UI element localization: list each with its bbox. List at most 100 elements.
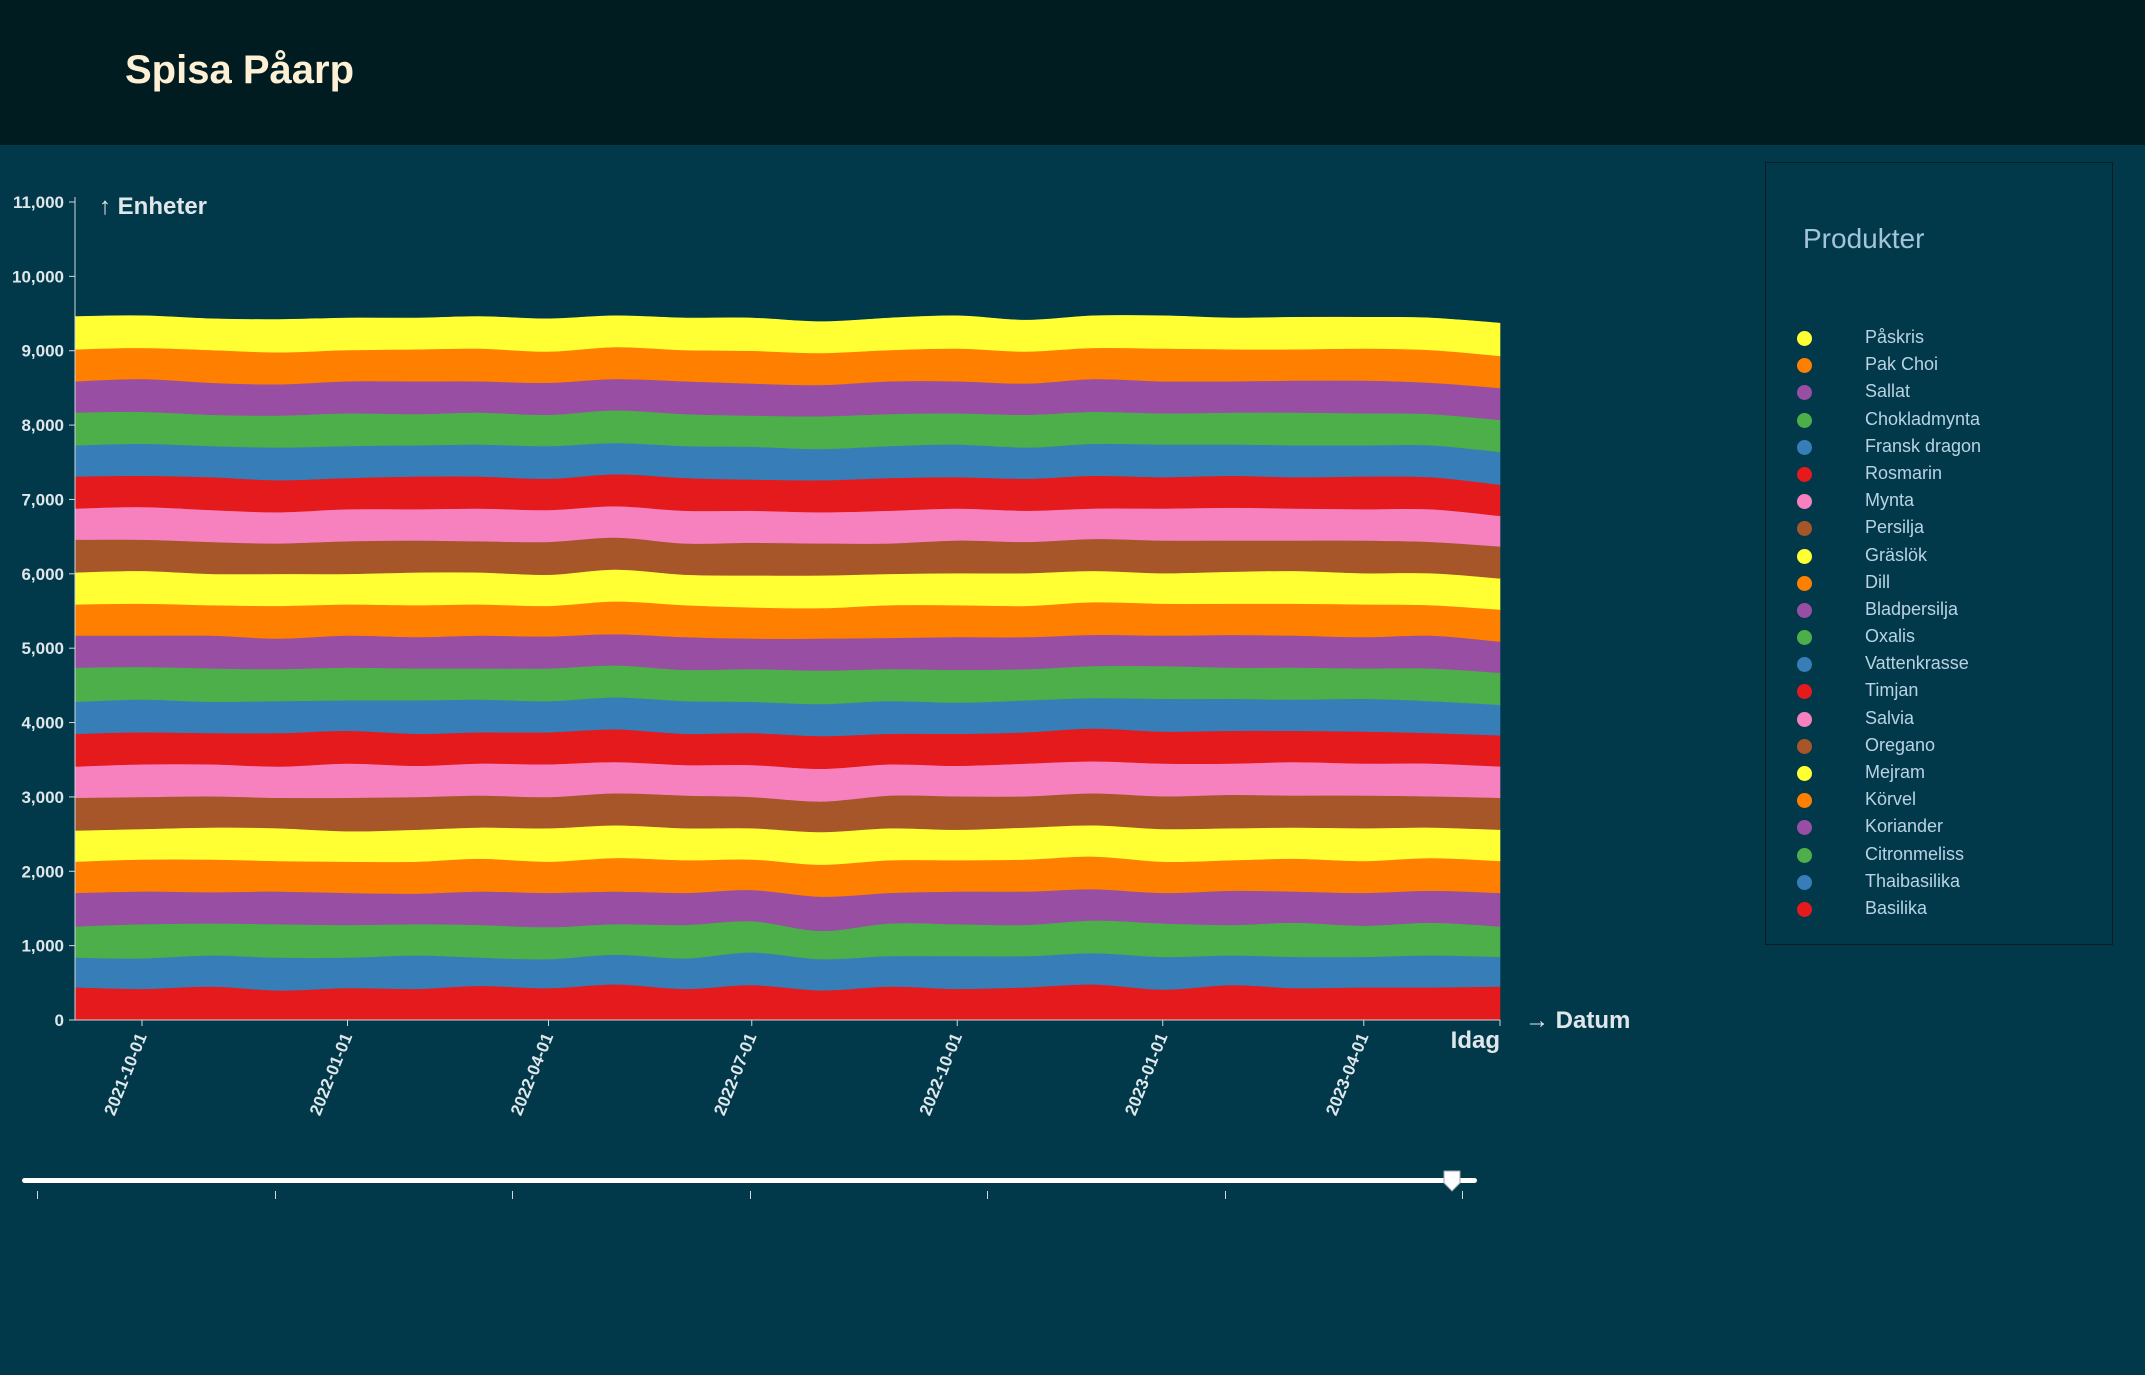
legend-item[interactable]: Persilja <box>1766 515 2112 542</box>
legend-title: Produkter <box>1803 223 1925 254</box>
legend-item[interactable]: Påskris <box>1766 325 2112 352</box>
y-tick-label: 6,000 <box>21 565 64 584</box>
app-title: Spisa Påarp <box>125 48 355 92</box>
legend-label: Rosmarin <box>1865 462 1943 483</box>
legend-color-dot <box>1797 874 1812 890</box>
legend-item[interactable]: Körvel <box>1766 787 2112 814</box>
legend-color-dot <box>1797 358 1812 374</box>
legend-item[interactable]: Oxalis <box>1766 624 2112 651</box>
x-axis-title: → Datum <box>1525 1007 1630 1034</box>
y-tick-label: 10,000 <box>12 267 64 286</box>
legend-item[interactable]: Rosmarin <box>1766 461 2112 488</box>
legend-label: Sallat <box>1865 381 1911 402</box>
legend-color-dot <box>1797 684 1812 700</box>
legend-label: Mejram <box>1865 762 1926 782</box>
legend-item[interactable]: Thaibasilika <box>1766 869 2112 896</box>
legend-color-dot <box>1797 820 1812 836</box>
legend-item[interactable]: Chokladmynta <box>1766 407 2112 434</box>
slider-thumb[interactable] <box>1442 1170 1462 1192</box>
y-tick-label: 7,000 <box>21 490 64 509</box>
slider-tick <box>749 1191 751 1199</box>
y-tick-label: 8,000 <box>21 416 64 435</box>
legend-color-dot <box>1797 657 1812 673</box>
slider-tick <box>274 1191 276 1199</box>
date-range-slider[interactable] <box>22 1170 1478 1210</box>
legend-item[interactable]: Koriander <box>1766 814 2112 841</box>
areas-layer <box>74 315 1501 1021</box>
slider-tick <box>1462 1191 1463 1199</box>
legend-label: Körvel <box>1865 789 1917 810</box>
legend-item[interactable]: Citronmeliss <box>1766 842 2112 869</box>
legend-label: Dill <box>1865 571 1890 592</box>
legend-label: Salvia <box>1865 707 1915 728</box>
legend-item[interactable]: Mynta <box>1766 488 2112 515</box>
legend-item[interactable]: Fransk dragon <box>1766 434 2112 461</box>
legend-color-dot <box>1797 412 1812 428</box>
x-tick-label: 2022-04-01 <box>507 1030 557 1118</box>
legend-label: Vattenkrasse <box>1865 653 1969 674</box>
y-tick-label: 2,000 <box>21 862 64 881</box>
x-tick-label: 2022-10-01 <box>916 1030 966 1118</box>
legend-color-dot <box>1797 602 1812 618</box>
legend-label: Thaibasilika <box>1865 870 1961 891</box>
x-tick-label: 2023-04-01 <box>1322 1030 1372 1118</box>
legend-color-dot <box>1797 847 1812 863</box>
chart-area: 0 1,000 2,000 3,000 4,000 5,000 6,000 7,000 8,00… <box>0 145 1700 1255</box>
x-tick-label: 2022-07-01 <box>710 1030 760 1118</box>
y-tick-label: 9,000 <box>21 342 64 361</box>
legend-label: Chokladmynta <box>1865 408 1981 429</box>
legend-item[interactable]: Gräslök <box>1766 543 2112 570</box>
app-header: Spisa Påarp <box>0 0 2145 145</box>
slider-tick <box>37 1191 38 1199</box>
legend-item[interactable]: Oregano <box>1766 733 2112 760</box>
legend-item[interactable]: Mejram <box>1766 760 2112 787</box>
legend-label: Koriander <box>1865 816 1944 837</box>
legend-item[interactable]: Dill <box>1766 570 2112 597</box>
legend-color-dot <box>1797 331 1812 346</box>
stacked-area-chart: 0 1,000 2,000 3,000 4,000 5,000 6,000 7,000 8,00… <box>12 193 1630 1118</box>
legend-item[interactable]: Salvia <box>1766 706 2112 733</box>
legend-color-dot <box>1797 901 1812 917</box>
legend-list: Påskris Pak Choi Sallat Chokladmynta Fransk … <box>1766 325 2112 923</box>
legend-color-dot <box>1797 711 1812 727</box>
legend-label: Citronmeliss <box>1865 843 1965 864</box>
legend-label: Gräslök <box>1865 544 1928 565</box>
slider-tick <box>512 1191 513 1199</box>
legend-item[interactable]: Timjan <box>1766 678 2112 705</box>
y-tick-label: 0 <box>55 1011 64 1030</box>
legend-color-dot <box>1797 521 1812 537</box>
legend-label: Oregano <box>1865 734 1936 755</box>
legend-color-dot <box>1797 630 1812 646</box>
legend-color-dot <box>1797 494 1812 510</box>
legend-item[interactable]: Basilika <box>1766 896 2112 923</box>
slider-track[interactable] <box>22 1178 1477 1183</box>
legend-label: Fransk dragon <box>1865 435 1982 456</box>
y-tick-label: 11,000 <box>13 193 64 212</box>
legend-label: Mynta <box>1865 490 1915 511</box>
area-bladpersilja <box>74 633 1501 674</box>
legend-color-dot <box>1797 793 1812 809</box>
legend-color-dot <box>1797 385 1812 401</box>
legend-item[interactable]: Bladpersilja <box>1766 597 2112 624</box>
legend-label: Persilja <box>1865 517 1925 538</box>
legend-color-dot <box>1797 766 1812 781</box>
legend-item[interactable]: Pak Choi <box>1766 352 2112 379</box>
legend-label: Bladpersilja <box>1865 598 1959 619</box>
legend-color-dot <box>1797 439 1812 455</box>
legend-label: Pak Choi <box>1865 354 1939 375</box>
legend-item[interactable]: Vattenkrasse <box>1766 651 2112 678</box>
y-tick-label: 5,000 <box>21 639 64 658</box>
y-tick-label: 3,000 <box>21 788 64 807</box>
legend-label: Oxalis <box>1865 626 1916 647</box>
area-påskris <box>74 315 1501 357</box>
y-axis-title: ↑ Enheter <box>99 193 207 220</box>
legend-color-dot <box>1797 548 1812 564</box>
legend-color-dot <box>1797 466 1812 482</box>
x-tick-label: 2023-01-01 <box>1121 1030 1171 1118</box>
x-tick-label: 2022-01-01 <box>306 1030 356 1118</box>
legend-color-dot <box>1797 738 1812 754</box>
slider-tick <box>987 1191 988 1199</box>
y-tick-label: 4,000 <box>21 714 64 733</box>
legend-label: Basilika <box>1865 897 1928 918</box>
legend-item[interactable]: Sallat <box>1766 379 2112 406</box>
